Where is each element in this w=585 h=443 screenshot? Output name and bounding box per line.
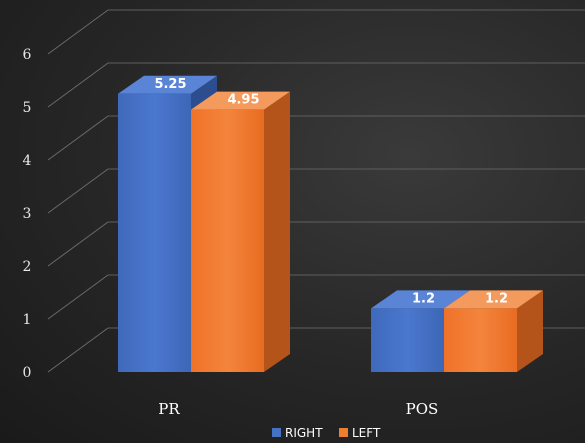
bar-top	[118, 75, 217, 94]
y-tick-label: 0	[23, 365, 32, 381]
legend-swatch	[339, 428, 348, 437]
data-label: 4.95	[227, 93, 259, 108]
bars	[118, 75, 543, 373]
legend-label: RIGHT	[285, 426, 323, 440]
data-label: 5.25	[154, 77, 186, 92]
data-label: 1.2	[485, 291, 508, 306]
data-label: 1.2	[412, 291, 435, 306]
legend-swatch	[272, 428, 281, 437]
bar-top	[191, 91, 290, 110]
x-category-label: POS	[406, 400, 439, 418]
gridline-diagonal	[47, 221, 109, 267]
legend-label: LEFT	[352, 426, 381, 440]
bar-left-pr	[191, 91, 290, 373]
bar-top	[444, 290, 543, 309]
y-axis: 0 1 2 3 4 5 6	[23, 47, 32, 381]
legend: RIGHT LEFT	[272, 426, 381, 440]
y-tick-label: 4	[23, 153, 32, 169]
gridline-diagonal	[47, 327, 109, 373]
bar-front	[118, 93, 191, 372]
gridline-diagonal	[47, 115, 109, 161]
gridline-diagonal	[47, 9, 109, 55]
y-tick-label: 1	[23, 312, 32, 328]
gridline-diagonal	[47, 168, 109, 214]
x-category-label: PR	[158, 400, 180, 418]
y-tick-label: 2	[23, 259, 32, 275]
bar-left-pos	[444, 290, 543, 372]
bar-top	[371, 290, 470, 309]
gridline-diagonal	[47, 274, 109, 320]
y-tick-label: 3	[23, 206, 32, 222]
y-tick-label: 6	[23, 47, 32, 63]
bar-front	[191, 109, 264, 373]
gridline-diagonal	[47, 62, 109, 108]
bar-front	[371, 308, 444, 372]
bar-front	[444, 308, 517, 372]
x-axis: PR POS	[158, 400, 438, 418]
bar-side	[517, 290, 543, 372]
bar-side	[264, 91, 290, 373]
y-tick-label: 5	[23, 100, 32, 116]
data-labels: 5.25 4.95 1.2 1.2	[154, 77, 508, 307]
